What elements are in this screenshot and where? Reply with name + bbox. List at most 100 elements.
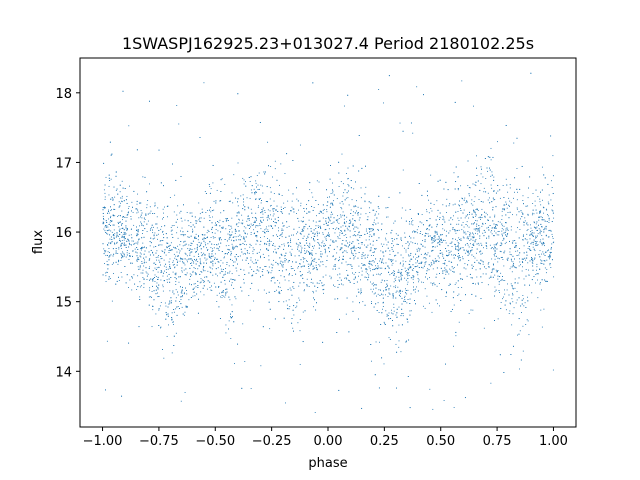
data-point — [381, 267, 383, 269]
data-point — [301, 231, 303, 232]
data-point — [536, 241, 538, 242]
data-point — [117, 253, 119, 254]
data-point — [359, 248, 361, 249]
data-point — [181, 234, 183, 236]
data-point — [432, 268, 434, 270]
data-point — [395, 254, 397, 256]
data-point — [421, 281, 423, 283]
data-point — [119, 221, 120, 223]
data-point — [358, 275, 359, 277]
data-point — [192, 295, 194, 297]
data-point — [120, 245, 122, 247]
data-point — [505, 309, 507, 311]
data-point — [151, 226, 153, 228]
data-point — [158, 309, 160, 311]
data-point — [175, 283, 177, 285]
data-point — [341, 201, 343, 203]
data-point — [304, 252, 306, 254]
data-point — [279, 257, 281, 259]
data-point — [238, 222, 240, 224]
data-point — [401, 207, 403, 209]
data-point — [465, 294, 466, 296]
data-point — [406, 293, 408, 295]
data-point — [353, 247, 355, 249]
data-point — [290, 242, 292, 243]
data-point — [225, 271, 226, 273]
data-point — [457, 210, 459, 212]
data-point — [244, 233, 246, 235]
data-point — [506, 227, 508, 229]
data-point — [272, 244, 274, 246]
data-point — [238, 239, 240, 241]
data-point — [235, 298, 237, 300]
data-point — [509, 302, 511, 304]
data-point — [478, 261, 480, 263]
data-point — [314, 232, 316, 234]
data-point — [186, 255, 188, 257]
data-point — [129, 279, 131, 281]
data-point — [503, 208, 504, 210]
data-point — [552, 205, 553, 207]
data-point — [320, 253, 322, 255]
data-point — [473, 201, 475, 203]
data-point — [368, 207, 370, 209]
data-point — [242, 323, 244, 325]
data-point — [285, 402, 286, 404]
data-point — [121, 235, 123, 237]
data-point — [413, 275, 415, 277]
data-point — [513, 142, 515, 144]
data-point — [166, 335, 168, 337]
data-point — [404, 267, 406, 269]
data-point — [476, 209, 478, 210]
data-point — [431, 242, 433, 244]
data-point — [240, 236, 242, 238]
data-point — [444, 221, 446, 223]
data-point — [147, 213, 149, 215]
data-point — [428, 199, 429, 201]
data-point — [459, 208, 461, 209]
data-point — [244, 273, 246, 275]
data-point — [347, 178, 349, 180]
data-point — [545, 228, 547, 230]
data-point — [192, 240, 194, 242]
data-point — [355, 205, 357, 207]
data-point — [167, 315, 169, 317]
data-point — [437, 209, 439, 211]
data-point — [353, 258, 355, 260]
data-point — [136, 208, 138, 210]
data-point — [428, 302, 430, 304]
data-point — [544, 228, 546, 230]
data-point — [261, 185, 263, 187]
data-point — [452, 254, 454, 256]
data-point — [252, 250, 254, 252]
data-point — [198, 236, 199, 238]
data-point — [188, 250, 190, 251]
data-point — [460, 238, 462, 240]
data-point — [420, 261, 422, 263]
data-point — [198, 202, 200, 204]
data-point — [493, 199, 495, 201]
data-point — [365, 268, 367, 270]
data-point — [512, 287, 514, 289]
data-point — [212, 182, 214, 184]
data-point — [249, 288, 251, 290]
data-point — [422, 245, 424, 247]
data-point — [185, 253, 187, 255]
data-point — [186, 212, 188, 213]
data-point — [412, 256, 414, 258]
data-point — [329, 234, 330, 236]
data-point — [203, 252, 205, 254]
data-point — [418, 250, 420, 252]
data-point — [322, 204, 324, 206]
data-point — [191, 243, 193, 245]
data-point — [509, 205, 510, 207]
data-point — [137, 193, 139, 195]
data-point — [480, 201, 482, 202]
data-point — [383, 262, 385, 264]
data-point — [549, 264, 551, 266]
data-point — [208, 253, 210, 255]
data-point — [184, 264, 186, 266]
data-point — [193, 267, 195, 269]
data-point — [474, 213, 476, 215]
data-point — [103, 207, 105, 209]
